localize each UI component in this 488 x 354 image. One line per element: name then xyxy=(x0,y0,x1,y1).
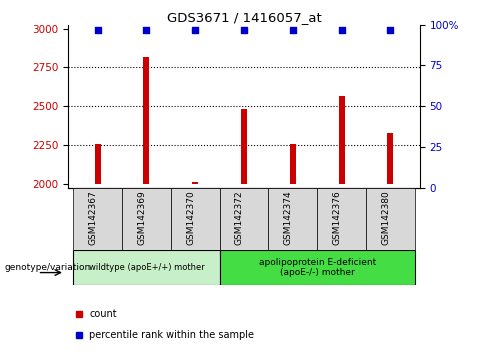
Bar xyxy=(290,144,296,184)
Point xyxy=(338,27,346,33)
Text: count: count xyxy=(89,309,117,319)
FancyBboxPatch shape xyxy=(220,250,415,285)
Text: GSM142374: GSM142374 xyxy=(284,191,293,245)
Bar xyxy=(95,144,101,184)
FancyBboxPatch shape xyxy=(268,188,317,250)
FancyBboxPatch shape xyxy=(220,188,268,250)
Text: GSM142372: GSM142372 xyxy=(235,191,244,245)
Text: genotype/variation: genotype/variation xyxy=(5,263,91,272)
Bar xyxy=(241,109,247,184)
Text: GSM142367: GSM142367 xyxy=(89,191,98,245)
Bar xyxy=(143,57,149,184)
Bar xyxy=(387,133,393,184)
Text: GSM142369: GSM142369 xyxy=(138,191,146,245)
Text: GSM142380: GSM142380 xyxy=(382,191,390,245)
Text: GSM142370: GSM142370 xyxy=(186,191,195,245)
Bar xyxy=(192,182,198,184)
FancyBboxPatch shape xyxy=(73,188,122,250)
FancyBboxPatch shape xyxy=(317,188,366,250)
Bar xyxy=(339,96,345,184)
Text: percentile rank within the sample: percentile rank within the sample xyxy=(89,330,254,341)
Point xyxy=(142,27,150,33)
Text: GSM142376: GSM142376 xyxy=(333,191,342,245)
FancyBboxPatch shape xyxy=(73,250,220,285)
Text: apolipoprotein E-deficient
(apoE-/-) mother: apolipoprotein E-deficient (apoE-/-) mot… xyxy=(259,258,376,277)
Point xyxy=(191,27,199,33)
Point xyxy=(386,27,394,33)
Point xyxy=(240,27,248,33)
Text: wildtype (apoE+/+) mother: wildtype (apoE+/+) mother xyxy=(88,263,204,272)
Point xyxy=(94,27,102,33)
Title: GDS3671 / 1416057_at: GDS3671 / 1416057_at xyxy=(166,11,322,24)
Point xyxy=(289,27,297,33)
FancyBboxPatch shape xyxy=(366,188,415,250)
FancyBboxPatch shape xyxy=(171,188,220,250)
FancyBboxPatch shape xyxy=(122,188,171,250)
